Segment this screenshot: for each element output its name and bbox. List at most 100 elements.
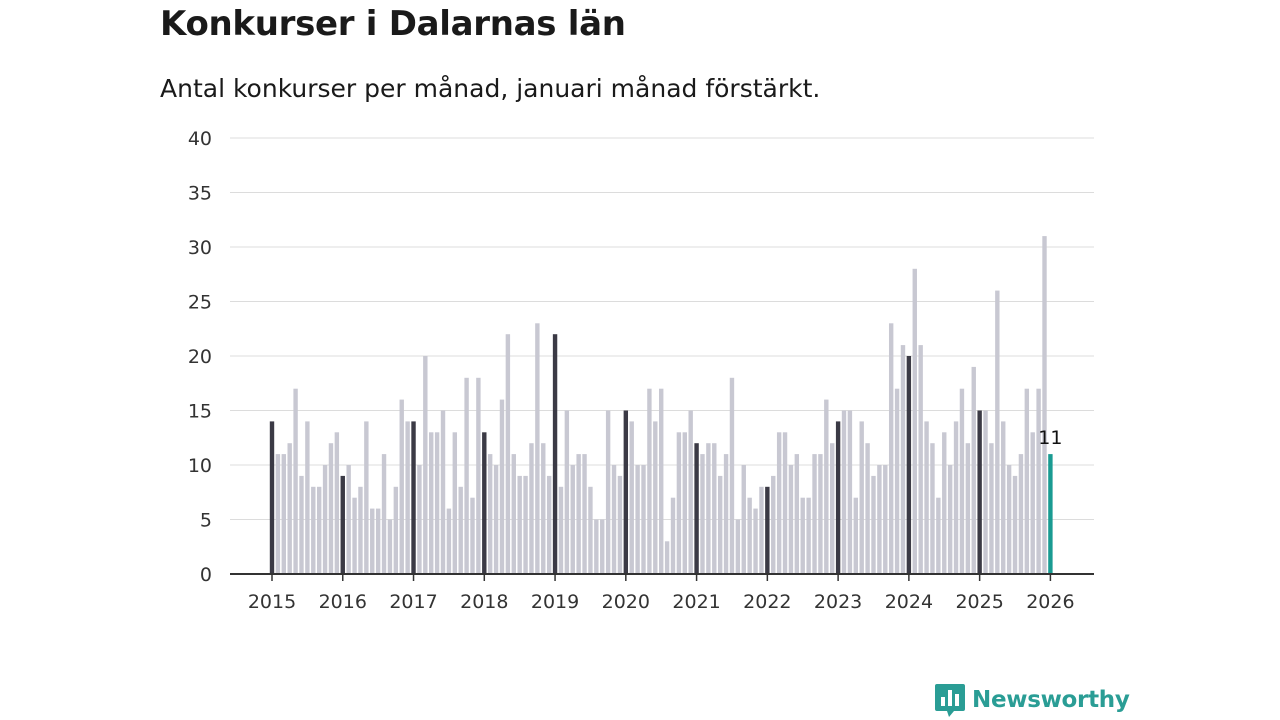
- bar: [582, 454, 587, 574]
- bar: [759, 486, 764, 574]
- bar: [830, 443, 835, 574]
- bar: [375, 508, 381, 574]
- latest-value-label: 11: [1038, 427, 1062, 449]
- bar: [452, 432, 458, 574]
- x-tick-label: 2021: [672, 591, 720, 613]
- bar: [594, 519, 599, 574]
- bar: [358, 486, 363, 574]
- bar: [788, 465, 794, 574]
- bar: [694, 443, 699, 574]
- bar: [305, 421, 310, 574]
- bar: [316, 486, 322, 574]
- bar: [405, 421, 410, 574]
- bar: [275, 454, 281, 574]
- chart-subtitle: Antal konkurser per månad, januari månad…: [160, 74, 821, 103]
- bar: [529, 443, 534, 574]
- x-tick-label: 2025: [955, 591, 1003, 613]
- bar: [782, 432, 788, 574]
- bar: [765, 486, 770, 574]
- bar: [1030, 432, 1035, 574]
- bar: [947, 465, 953, 574]
- bar: [1024, 388, 1030, 574]
- x-tick-label: 2023: [814, 591, 862, 613]
- bar: [717, 475, 723, 574]
- bar: [647, 388, 652, 574]
- x-tick-label: 2019: [531, 591, 579, 613]
- bar: [499, 399, 505, 574]
- bar: [641, 465, 646, 574]
- bar: [977, 410, 982, 574]
- bar: [659, 388, 664, 574]
- bar: [918, 345, 923, 574]
- y-tick-label: 0: [200, 564, 212, 586]
- bar: [700, 454, 705, 574]
- bar: [623, 410, 629, 574]
- bar: [800, 497, 805, 574]
- bar: [894, 388, 900, 574]
- bar: [482, 432, 487, 574]
- bar: [900, 345, 906, 574]
- bar: [511, 454, 516, 574]
- bar: [818, 454, 823, 574]
- bar: [753, 508, 758, 574]
- bar: [1042, 236, 1047, 574]
- bar: [517, 475, 522, 574]
- bar: [476, 377, 481, 574]
- y-tick-label: 35: [188, 183, 212, 205]
- bar: [287, 443, 292, 574]
- x-tick-label: 2026: [1026, 591, 1074, 613]
- bar: [458, 486, 463, 574]
- bar: [888, 323, 894, 574]
- bar: [653, 421, 658, 574]
- bar: [370, 508, 375, 574]
- bar: [617, 475, 623, 574]
- bar: [670, 497, 676, 574]
- bar: [423, 356, 428, 574]
- bar: [877, 465, 882, 574]
- bars: [269, 236, 1053, 574]
- bar: [906, 356, 912, 574]
- bar: [387, 519, 393, 574]
- bar: [682, 432, 687, 574]
- bar: [535, 323, 540, 574]
- bar: [411, 421, 416, 574]
- y-tick-label: 10: [188, 455, 212, 477]
- bar: [983, 410, 988, 574]
- bar: [541, 443, 546, 574]
- bar: [794, 454, 800, 574]
- bar: [806, 497, 811, 574]
- bar: [959, 388, 965, 574]
- bar: [729, 377, 735, 574]
- x-tick-label: 2018: [460, 591, 508, 613]
- bar: [853, 497, 859, 574]
- bar: [558, 486, 564, 574]
- bar: [399, 399, 404, 574]
- bar: [812, 454, 817, 574]
- bar: [635, 465, 640, 574]
- y-tick-label: 5: [200, 510, 212, 532]
- bar: [735, 519, 741, 574]
- bar: [835, 421, 841, 574]
- y-tick-label: 25: [188, 292, 212, 314]
- bar: [865, 443, 870, 574]
- bar: [381, 454, 387, 574]
- bar: [293, 388, 298, 574]
- bar: [493, 465, 499, 574]
- bar: [859, 421, 864, 574]
- bar: [776, 432, 782, 574]
- bar: [676, 432, 682, 574]
- bar: [564, 410, 570, 574]
- bar: [552, 334, 558, 574]
- bar: [352, 497, 357, 574]
- bar: [965, 443, 971, 574]
- bar: [847, 410, 853, 574]
- bar: [600, 519, 605, 574]
- bar: [930, 443, 935, 574]
- y-tick-label: 15: [188, 401, 212, 423]
- x-tick-label: 2022: [743, 591, 791, 613]
- bar: [464, 377, 469, 574]
- bar: [953, 421, 959, 574]
- bar: [936, 497, 941, 574]
- bar: [1036, 388, 1041, 574]
